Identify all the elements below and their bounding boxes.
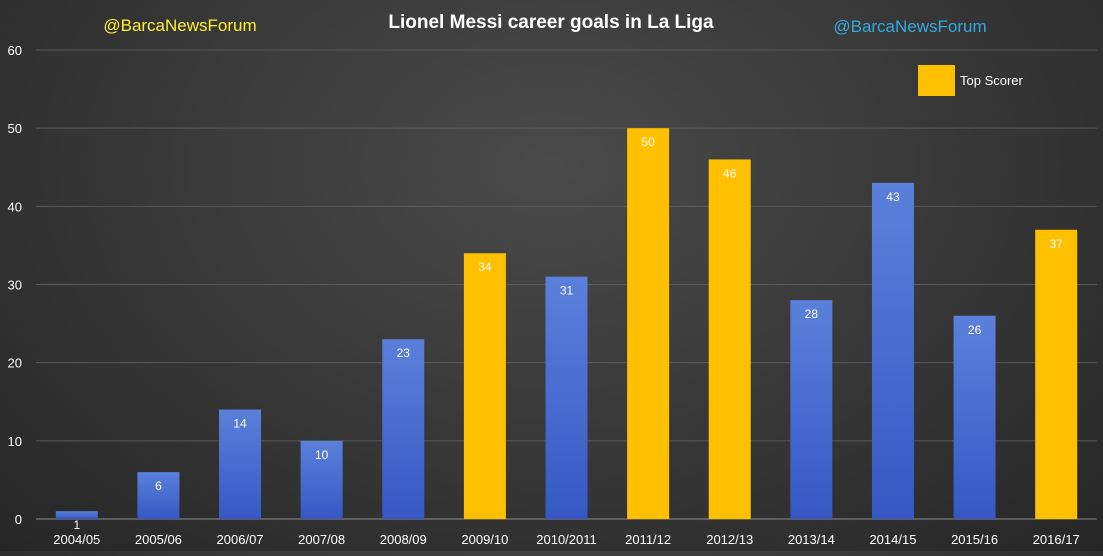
bar-2011-12 xyxy=(627,128,670,519)
data-label: 43 xyxy=(886,190,900,204)
data-label: 23 xyxy=(397,346,411,360)
y-tick-label: 40 xyxy=(8,199,22,214)
x-tick-label: 2015/16 xyxy=(951,532,998,547)
bar-2007-08 xyxy=(300,440,343,519)
bar-2012-13 xyxy=(708,159,751,519)
x-tick-label: 2005/06 xyxy=(135,532,182,547)
data-label: 31 xyxy=(560,284,574,298)
data-label: 50 xyxy=(641,135,655,149)
bar-2014-15 xyxy=(871,182,914,519)
x-tick-label: 2010/2011 xyxy=(536,532,597,547)
bar-2015-16 xyxy=(953,315,996,519)
data-label: 6 xyxy=(155,479,162,493)
y-tick-label: 20 xyxy=(8,356,22,371)
y-tick-label: 60 xyxy=(8,43,22,58)
bars xyxy=(55,128,1078,520)
bar-2009-10 xyxy=(463,253,506,519)
x-tick-label: 2012/13 xyxy=(706,532,753,547)
bar-2008-09 xyxy=(382,339,425,519)
bar-2016-17 xyxy=(1035,229,1078,520)
data-label: 10 xyxy=(315,448,329,462)
x-tick-label: 2016/17 xyxy=(1033,532,1080,547)
x-tick-label: 2004/05 xyxy=(53,532,100,547)
legend-label-top-scorer: Top Scorer xyxy=(960,73,1024,88)
x-tick-label: 2006/07 xyxy=(217,532,264,547)
bar-2004-05 xyxy=(55,511,98,519)
data-label: 37 xyxy=(1050,237,1064,251)
x-tick-label: 2014/15 xyxy=(869,532,916,547)
handle-left: @BarcaNewsForum xyxy=(103,16,256,35)
data-labels: 1 6 14 10 23 34 31 50 46 28 43 26 37 xyxy=(73,135,1063,532)
handle-right: @BarcaNewsForum xyxy=(833,17,986,36)
y-tick-label: 30 xyxy=(8,278,22,293)
x-tick-label: 2009/10 xyxy=(461,532,508,547)
y-tick-label: 10 xyxy=(8,434,22,449)
y-tick-label: 0 xyxy=(15,512,22,527)
bar-2006-07 xyxy=(219,409,262,519)
x-axis: 2004/05 2005/06 2006/07 2007/08 2008/09 2009/… xyxy=(53,532,1079,547)
x-tick-label: 2011/12 xyxy=(625,532,671,547)
y-tick-label: 50 xyxy=(8,121,22,136)
bar-2010-2011 xyxy=(545,276,588,519)
legend: Top Scorer xyxy=(918,65,1024,96)
data-label: 1 xyxy=(73,518,80,532)
data-label: 34 xyxy=(478,260,492,274)
data-label: 26 xyxy=(968,323,982,337)
x-tick-label: 2008/09 xyxy=(380,532,427,547)
legend-swatch-top-scorer xyxy=(918,65,955,96)
x-tick-label: 2007/08 xyxy=(298,532,345,547)
data-label: 46 xyxy=(723,166,737,180)
data-label: 14 xyxy=(233,417,247,431)
bar-2005-06 xyxy=(137,472,180,519)
chart-title: Lionel Messi career goals in La Liga xyxy=(388,12,714,33)
data-label: 28 xyxy=(805,307,819,321)
bar-2013-14 xyxy=(790,300,833,519)
x-tick-label: 2013/14 xyxy=(788,532,835,547)
